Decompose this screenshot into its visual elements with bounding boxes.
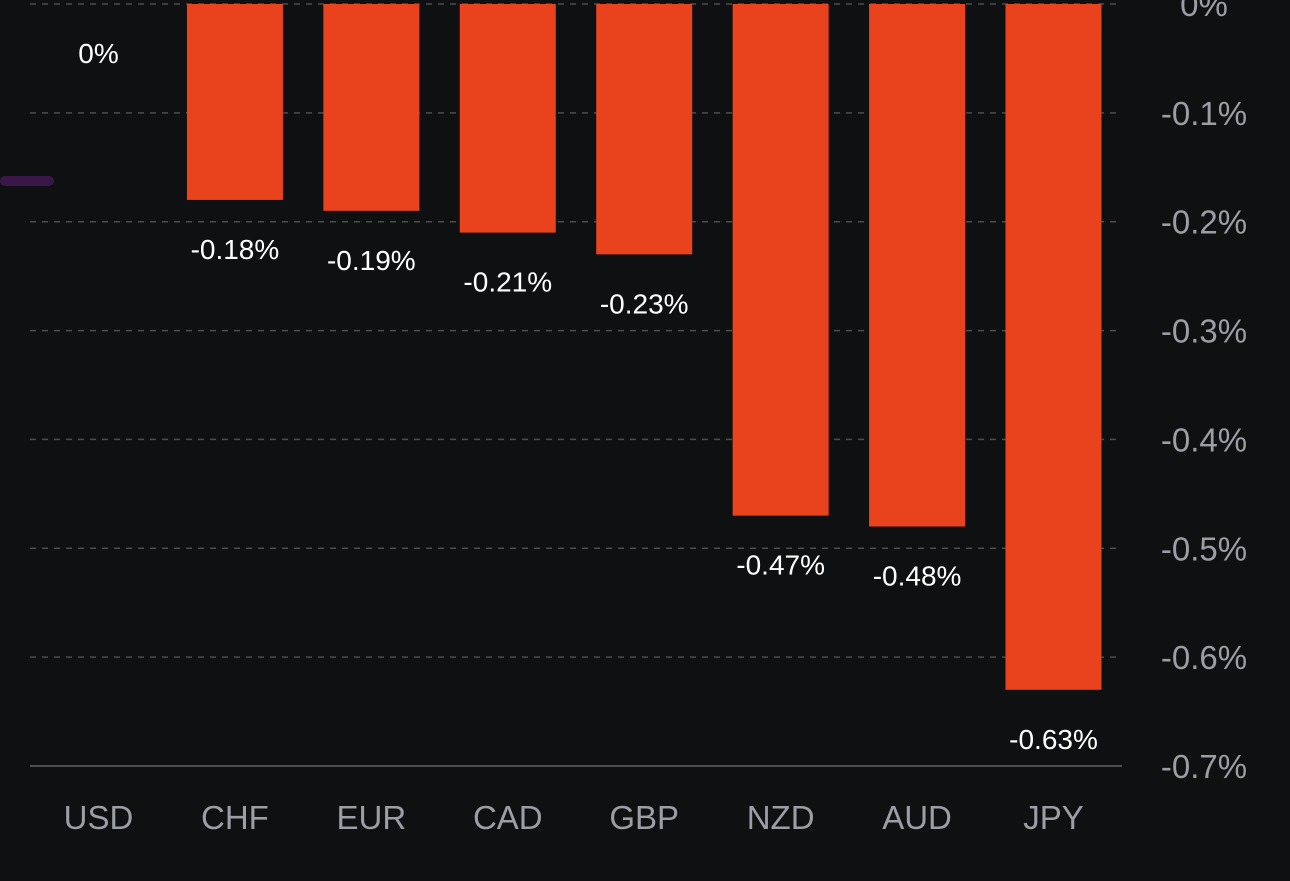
data-label-cad: -0.21%: [463, 267, 552, 298]
data-label-nzd: -0.47%: [736, 550, 825, 581]
y-tick-label: 0%: [1180, 0, 1228, 23]
bar-jpy: [1005, 4, 1102, 690]
bar-eur: [323, 4, 420, 211]
category-label-gbp: GBP: [609, 799, 679, 836]
category-label-cad: CAD: [473, 799, 543, 836]
y-tick-label: -0.2%: [1161, 204, 1247, 241]
y-axis-ticks: 0% -0.1% -0.2% -0.3% -0.4% -0.5% -0.6% -0.7%: [1161, 0, 1247, 785]
bar-nzd: [732, 4, 829, 516]
category-label-nzd: NZD: [747, 799, 815, 836]
data-label-aud: -0.48%: [873, 561, 962, 592]
data-label-usd: 0%: [78, 38, 118, 69]
x-axis-categories: USD CHF EUR CAD GBP NZD AUD JPY: [64, 799, 1084, 836]
data-label-jpy: -0.63%: [1009, 724, 1098, 755]
bars: [186, 4, 1102, 690]
category-label-eur: EUR: [337, 799, 407, 836]
bar-cad: [459, 4, 556, 233]
data-label-chf: -0.18%: [191, 234, 280, 265]
data-label-eur: -0.19%: [327, 245, 416, 276]
bar-gbp: [596, 4, 693, 255]
y-tick-label: -0.5%: [1161, 530, 1247, 567]
category-label-aud: AUD: [882, 799, 952, 836]
series-marker: [0, 176, 54, 186]
y-tick-label: -0.4%: [1161, 421, 1247, 458]
bar-chf: [186, 4, 283, 200]
y-tick-label: -0.6%: [1161, 639, 1247, 676]
y-tick-label: -0.7%: [1161, 748, 1247, 785]
category-label-chf: CHF: [201, 799, 269, 836]
bar-aud: [869, 4, 966, 527]
y-tick-label: -0.1%: [1161, 95, 1247, 132]
y-tick-label: -0.3%: [1161, 313, 1247, 350]
data-labels: 0% -0.18% -0.19% -0.21% -0.23% -0.47% -0.48% -0…: [78, 38, 1098, 755]
category-label-usd: USD: [64, 799, 134, 836]
data-label-gbp: -0.23%: [600, 288, 689, 319]
category-label-jpy: JPY: [1023, 799, 1084, 836]
